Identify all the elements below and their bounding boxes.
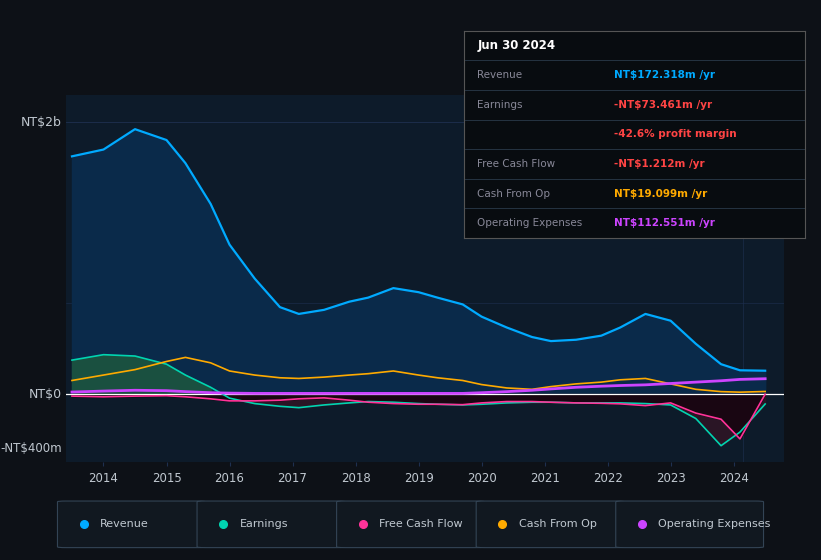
Text: -NT$400m: -NT$400m [1,442,62,455]
Text: NT$19.099m /yr: NT$19.099m /yr [614,189,707,199]
FancyBboxPatch shape [57,501,205,548]
FancyBboxPatch shape [197,501,345,548]
Text: Revenue: Revenue [100,519,149,529]
Text: NT$2b: NT$2b [21,116,62,129]
Text: Jun 30 2024: Jun 30 2024 [478,39,556,52]
Text: NT$172.318m /yr: NT$172.318m /yr [614,70,715,80]
Text: Operating Expenses: Operating Expenses [658,519,771,529]
Text: Earnings: Earnings [240,519,288,529]
Text: -42.6% profit margin: -42.6% profit margin [614,129,736,139]
Text: NT$0: NT$0 [29,388,62,400]
FancyBboxPatch shape [476,501,624,548]
Text: -NT$1.212m /yr: -NT$1.212m /yr [614,159,704,169]
Text: -NT$73.461m /yr: -NT$73.461m /yr [614,100,712,110]
Text: Earnings: Earnings [478,100,523,110]
FancyBboxPatch shape [337,501,484,548]
Text: Free Cash Flow: Free Cash Flow [478,159,556,169]
Text: NT$112.551m /yr: NT$112.551m /yr [614,218,714,228]
Text: Revenue: Revenue [478,70,523,80]
FancyBboxPatch shape [616,501,764,548]
Text: Cash From Op: Cash From Op [519,519,597,529]
Text: Cash From Op: Cash From Op [478,189,551,199]
Text: Free Cash Flow: Free Cash Flow [379,519,463,529]
Text: Operating Expenses: Operating Expenses [478,218,583,228]
